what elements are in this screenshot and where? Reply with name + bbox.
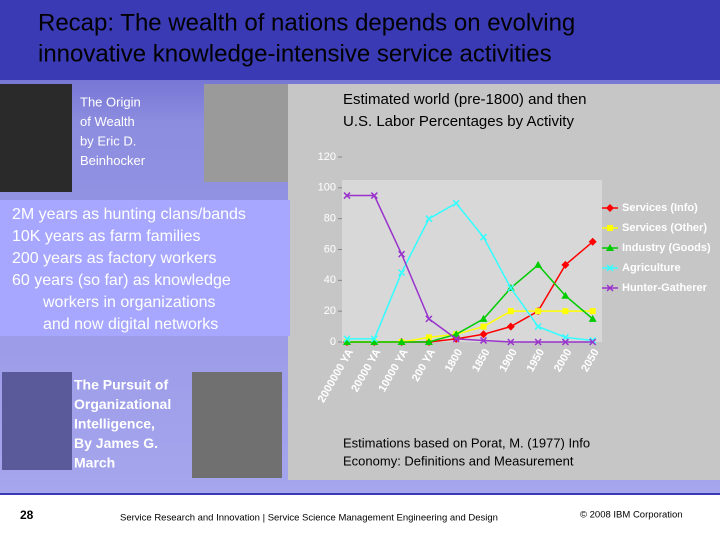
book-caption: Organizational: [74, 396, 171, 412]
data-point: [588, 237, 597, 246]
title-bar: [0, 0, 720, 80]
book-caption: by Eric D.: [80, 133, 136, 148]
legend-marker: [606, 204, 614, 212]
book-cover-image: [2, 372, 72, 470]
slide-title: innovative knowledge-intensive service a…: [38, 40, 552, 67]
data-point: [343, 335, 351, 343]
data-point: [479, 314, 488, 322]
chart-title: U.S. Labor Percentages by Activity: [343, 113, 574, 130]
y-tick-label: 80: [324, 213, 336, 225]
data-point: [589, 308, 596, 315]
copyright: © 2008 IBM Corporation: [580, 510, 683, 521]
legend-label: Services (Other): [622, 222, 707, 234]
book-caption: By James G.: [74, 435, 158, 451]
series-line: [347, 202, 593, 342]
data-point: [370, 192, 378, 200]
portrait-image: [204, 84, 288, 182]
portrait-image: [192, 372, 282, 478]
bullet-line: 10K years as farm families: [12, 228, 201, 245]
data-point: [507, 308, 514, 315]
data-point: [425, 315, 433, 323]
book-caption: The Origin: [80, 94, 141, 109]
data-point: [370, 338, 379, 345]
data-point: [506, 322, 515, 331]
source-note: Estimations based on Porat, M. (1977) In…: [343, 435, 590, 450]
book-caption: Beinhocker: [80, 153, 146, 168]
plot-area: [342, 180, 602, 342]
data-point: [507, 284, 515, 292]
data-point: [398, 250, 406, 258]
data-point: [452, 199, 460, 207]
data-point: [370, 335, 378, 343]
data-point: [479, 330, 488, 339]
texts: Recap: The wealth of nations depends on …: [12, 9, 683, 523]
data-point: [534, 338, 542, 346]
data-point: [534, 323, 542, 331]
book-caption: The Pursuit of: [74, 377, 168, 393]
bullet-panel: [0, 200, 290, 336]
data-point: [425, 334, 432, 341]
data-point: [452, 330, 461, 338]
legend-marker: [606, 244, 614, 251]
legend-marker: [607, 225, 613, 231]
book-caption: Intelligence,: [74, 416, 155, 432]
y-tick-label: 20: [324, 305, 336, 317]
footer-bar: [0, 495, 720, 540]
y-tick-label: 40: [324, 274, 336, 286]
data-point: [561, 338, 569, 346]
y-tick-label: 100: [318, 182, 336, 194]
data-point: [425, 215, 433, 223]
data-point: [452, 335, 460, 343]
legend-label: Agriculture: [622, 262, 681, 274]
data-point: [562, 308, 569, 315]
series-line: [347, 263, 594, 343]
data-point: [480, 323, 487, 330]
footer-rule: [0, 493, 720, 495]
data-point: [398, 269, 406, 277]
book-caption: of Wealth: [80, 114, 135, 129]
legend-label: Hunter-Gatherer: [622, 282, 708, 294]
data-point: [479, 233, 488, 241]
series-line: [347, 194, 593, 343]
page-number: 28: [20, 508, 34, 522]
bullet-line: 60 years (so far) as knowledge: [12, 272, 231, 289]
data-point: [561, 260, 570, 269]
data-point: [561, 291, 570, 299]
data-point: [343, 192, 351, 200]
data-point: [343, 338, 351, 345]
data-point: [507, 338, 515, 346]
data-point: [589, 338, 597, 346]
book-caption: March: [74, 455, 115, 471]
bullet-line: workers in organizations: [42, 294, 216, 311]
data-point: [424, 338, 433, 345]
data-point: [479, 336, 488, 344]
data-point: [535, 308, 542, 315]
data-point: [588, 314, 597, 322]
y-tick-label: 120: [318, 151, 336, 163]
bullet-line: and now digital networks: [43, 316, 218, 333]
y-tick-label: 0: [330, 336, 336, 348]
legend-label: Services (Info): [622, 202, 698, 214]
bullet-line: 2M years as hunting clans/bands: [12, 206, 246, 223]
bullet-line: 200 years as factory workers: [12, 250, 217, 267]
footer-text: Service Research and Innovation | Servic…: [120, 513, 498, 524]
legend-label: Industry (Goods): [622, 242, 711, 254]
legend-marker: [606, 264, 614, 272]
book-cover-image: [0, 84, 72, 192]
source-note: Economy: Definitions and Measurement: [343, 453, 574, 468]
legend-marker: [606, 284, 614, 292]
slide-title: Recap: The wealth of nations depends on …: [38, 9, 575, 36]
data-point: [397, 338, 406, 345]
chart-title: Estimated world (pre-1800) and then: [343, 91, 586, 108]
y-tick-label: 60: [324, 243, 336, 255]
data-point: [534, 260, 543, 268]
